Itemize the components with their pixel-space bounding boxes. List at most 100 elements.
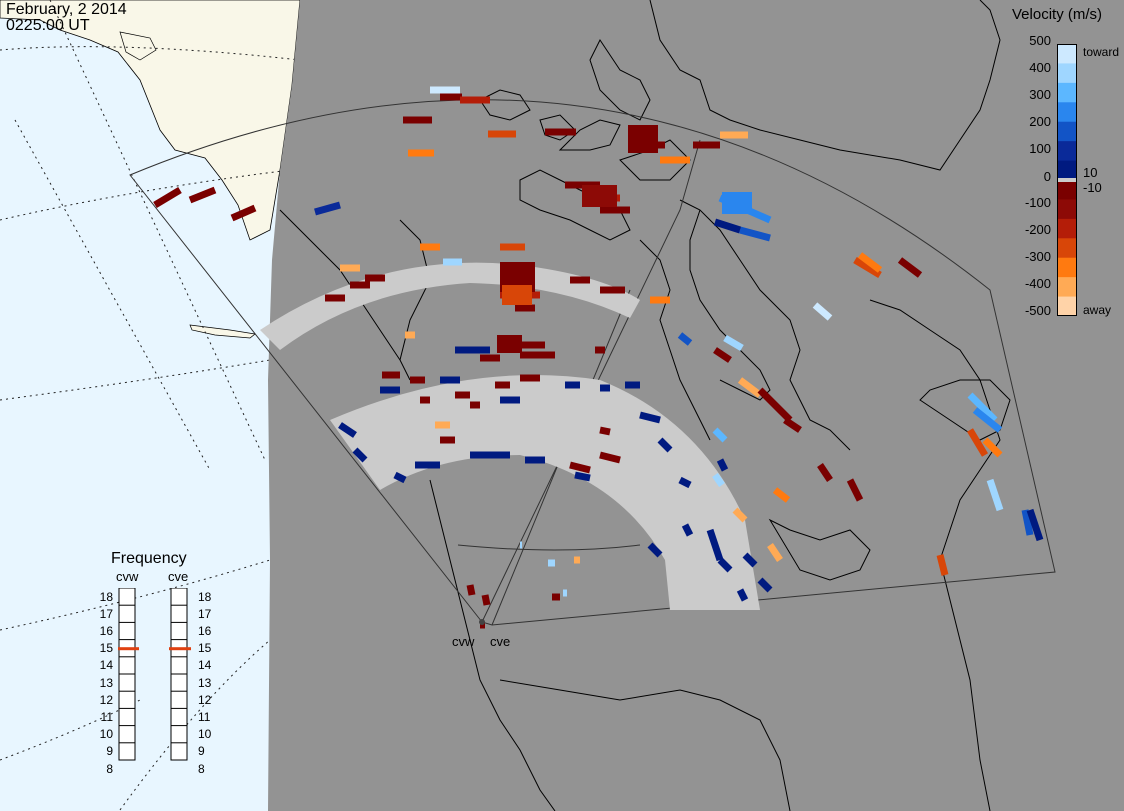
velocity-cell: [717, 557, 733, 573]
velocity-cell: [739, 226, 771, 242]
velocity-cell: [772, 487, 791, 503]
velocity-cell: [712, 472, 725, 488]
colorbar-segment: [1057, 102, 1077, 123]
colorbar-title: Velocity (m/s): [1012, 6, 1103, 23]
frequency-tick-cvw: 17: [99, 606, 113, 621]
colorbar-segment: [1057, 257, 1077, 278]
colorbar-segment: [1057, 82, 1077, 103]
velocity-cell: [817, 463, 833, 482]
colorbar-segment: [1057, 218, 1077, 239]
land-siberia: [0, 0, 301, 241]
frequency-tick-cve: 8: [198, 761, 205, 776]
velocity-cell-block: [582, 185, 617, 207]
colorbar-away-label: away: [1083, 303, 1112, 317]
radar-label-cvw: cvw: [116, 569, 139, 584]
velocity-colorbar: [1057, 44, 1077, 316]
velocity-cell: [713, 347, 732, 363]
velocity-cell: [966, 428, 989, 457]
velocity-cell: [742, 552, 758, 568]
frequency-tick-cve: 17: [198, 606, 212, 621]
frequency-title: Frequency: [111, 550, 187, 567]
frequency-tick-cve: 15: [198, 641, 212, 656]
frequency-tick-cvw: 13: [99, 675, 113, 690]
land-island: [189, 324, 256, 339]
frequency-tick-cve: 12: [198, 692, 212, 707]
time-label: 0225:00 UT: [6, 17, 90, 34]
velocity-cell: [574, 471, 591, 482]
velocity-cell-block: [497, 335, 522, 353]
colorbar-segment: [1057, 180, 1077, 200]
velocity-cell: [736, 588, 749, 602]
colorbar-segment: [1057, 141, 1077, 162]
frequency-tick-cve: 18: [198, 589, 212, 604]
colorbar-tick: 200: [1029, 114, 1051, 129]
colorbar-tick: -300: [1024, 249, 1051, 264]
velocity-cell: [153, 186, 182, 209]
frequency-tick-cvw: 15: [99, 641, 113, 656]
radar-site-label-cvw: cvw: [452, 634, 475, 649]
radar-label-cve: cve: [168, 569, 189, 584]
velocity-cell: [812, 302, 833, 321]
velocity-cell: [1021, 509, 1034, 536]
velocity-cell: [314, 201, 341, 216]
velocity-cell: [657, 437, 673, 453]
velocity-cell: [569, 461, 591, 474]
velocity-cell-block: [628, 125, 658, 153]
velocity-cell: [972, 407, 1003, 433]
colorbar-tick: -10: [1083, 180, 1102, 195]
velocity-cell: [712, 427, 728, 443]
velocity-cell: [1026, 508, 1044, 542]
coastlines: [279, 0, 1011, 811]
frequency-tick-cve: 13: [198, 675, 212, 690]
colorbar-segment: [1057, 44, 1077, 64]
velocity-cell: [783, 417, 802, 433]
velocity-cell: [767, 543, 783, 562]
colorbar-segment: [1057, 199, 1077, 220]
velocity-cell: [188, 186, 217, 204]
velocity-cell: [732, 507, 748, 523]
colorbar-ground-scatter: [1057, 178, 1077, 182]
colorbar-tick: 500: [1029, 33, 1051, 48]
velocity-cell: [481, 594, 491, 606]
colorbar-segment: [1057, 238, 1077, 259]
date-label: February, 2 2014: [6, 1, 127, 18]
frequency-tick-cvw: 10: [99, 727, 113, 742]
velocity-cell-block: [502, 285, 532, 305]
velocity-cell: [393, 471, 407, 484]
velocity-cell: [639, 411, 661, 424]
velocity-cell: [338, 422, 357, 438]
velocity-cell: [647, 542, 663, 558]
velocity-cell: [737, 377, 763, 398]
frequency-tick-cvw: 16: [99, 624, 113, 638]
colorbar-tick: 100: [1029, 141, 1051, 156]
velocity-cell: [716, 458, 729, 472]
graticule-dotted: [0, 0, 301, 811]
velocity-cell: [352, 447, 368, 463]
velocity-cell: [757, 387, 793, 423]
colorbar-tick: -500: [1024, 303, 1051, 318]
velocity-cell: [677, 332, 693, 346]
frequency-marker-cve: [169, 647, 191, 651]
velocity-cell: [678, 476, 692, 489]
frequency-tick-cvw: 9: [106, 744, 113, 759]
velocity-cell: [936, 554, 949, 576]
colorbar-tick: -100: [1024, 195, 1051, 210]
frequency-tick-cve: 9: [198, 744, 205, 759]
frequency-tick-cvw: 14: [99, 658, 113, 673]
colorbar-tick: -400: [1024, 276, 1051, 291]
velocity-cell: [713, 218, 742, 234]
velocity-cell: [853, 256, 882, 279]
colorbar-tick: -200: [1024, 222, 1051, 237]
velocity-cell: [846, 478, 864, 502]
frequency-gauges: [118, 588, 191, 761]
velocity-cell: [757, 577, 773, 593]
velocity-cell: [897, 257, 923, 278]
colorbar-tick: 300: [1029, 87, 1051, 102]
colorbar-tick: 10: [1083, 165, 1098, 180]
velocity-cells: [153, 86, 1044, 629]
frequency-tick-cvw: 12: [99, 692, 113, 707]
velocity-cell: [466, 584, 476, 596]
frequency-tick-cvw: 8: [106, 761, 113, 776]
colorbar-segment: [1057, 277, 1077, 298]
